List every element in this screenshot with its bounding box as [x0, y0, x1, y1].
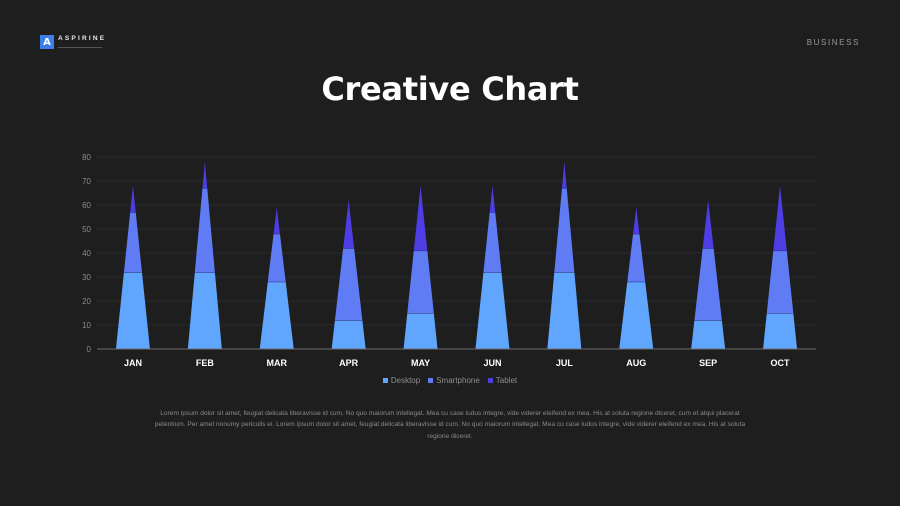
peak-tablet-jan: [130, 185, 136, 213]
y-tick-label: 10: [82, 321, 91, 330]
x-tick-label-jun: JUN: [483, 358, 501, 368]
peak-tablet-feb: [202, 161, 208, 189]
legend-swatch-smartphone: [428, 378, 434, 383]
y-tick-label: 20: [82, 297, 91, 306]
peak-tablet-apr: [343, 200, 355, 249]
peak-desktop-oct: [763, 313, 798, 349]
peak-tablet-jun: [489, 185, 496, 213]
peak-tablet-may: [413, 185, 428, 251]
y-tick-label: 30: [82, 273, 91, 282]
peak-smartphone-may: [407, 250, 434, 313]
peak-smartphone-jan: [123, 212, 142, 273]
legend-item-tablet: Tablet: [487, 376, 518, 385]
y-tick-label: 80: [82, 153, 91, 162]
legend-label-desktop: Desktop: [390, 376, 421, 385]
peak-smartphone-oct: [766, 250, 794, 313]
logo-mark: A: [40, 35, 54, 49]
peak-desktop-jul: [547, 272, 582, 349]
peak-desktop-jun: [475, 272, 510, 349]
peak-desktop-mar: [259, 281, 294, 349]
peak-tablet-aug: [633, 207, 640, 234]
x-tick-label-apr: APR: [339, 358, 359, 368]
peak-smartphone-jun: [483, 212, 502, 273]
peak-tablet-jul: [561, 161, 567, 189]
peak-smartphone-apr: [334, 248, 363, 321]
y-tick-label: 40: [82, 249, 91, 258]
legend-label-tablet: Tablet: [495, 376, 518, 385]
peak-tablet-sep: [702, 200, 714, 249]
peak-smartphone-mar: [267, 233, 286, 282]
peak-desktop-apr: [331, 320, 366, 349]
peak-smartphone-aug: [627, 233, 646, 282]
x-tick-label-oct: OCT: [771, 358, 791, 368]
peak-desktop-feb: [187, 272, 222, 349]
peak-tablet-oct: [773, 185, 787, 251]
section-label: BUSINESS: [806, 38, 860, 47]
y-tick-label: 50: [82, 225, 91, 234]
y-tick-label: 70: [82, 177, 91, 186]
x-tick-label-may: MAY: [411, 358, 430, 368]
legend-label-smartphone: Smartphone: [436, 376, 480, 385]
logo-underline: [58, 46, 102, 48]
x-tick-label-jan: JAN: [124, 358, 142, 368]
legend-item-desktop: Desktop: [382, 376, 421, 385]
brand-logo: A ASPIRINE: [40, 35, 106, 49]
x-tick-label-jul: JUL: [556, 358, 574, 368]
body-paragraph: Lorem ipsum dolor sit amet, feugiat deli…: [154, 410, 746, 440]
peak-desktop-jan: [115, 272, 150, 349]
brand-name: ASPIRINE: [58, 35, 107, 43]
legend-swatch-desktop: [382, 378, 388, 383]
peak-desktop-aug: [619, 281, 654, 349]
x-tick-label-sep: SEP: [699, 358, 717, 368]
y-tick-label: 0: [87, 345, 92, 354]
logo-text: ASPIRINE: [58, 36, 106, 48]
peak-tablet-mar: [273, 207, 280, 234]
chart-legend: Desktop Smartphone Tablet: [0, 376, 900, 385]
peak-desktop-may: [403, 313, 438, 349]
peak-smartphone-feb: [194, 188, 215, 273]
peak-smartphone-sep: [694, 248, 722, 321]
page-title: Creative Chart: [321, 70, 579, 108]
legend-swatch-tablet: [487, 378, 493, 383]
peak-smartphone-jul: [554, 188, 575, 273]
x-tick-label-mar: MAR: [267, 358, 288, 368]
x-tick-label-aug: AUG: [626, 358, 646, 368]
peak-desktop-sep: [691, 320, 726, 349]
legend-item-smartphone: Smartphone: [428, 376, 480, 385]
y-tick-label: 60: [82, 201, 91, 210]
x-tick-label-feb: FEB: [196, 358, 215, 368]
